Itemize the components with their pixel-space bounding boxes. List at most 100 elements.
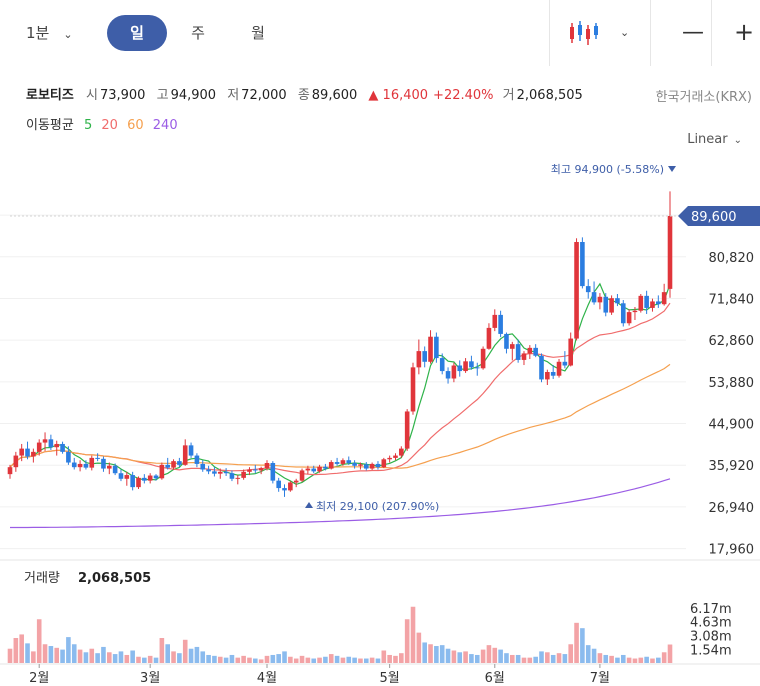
volume-bar xyxy=(112,654,118,663)
volume-bar xyxy=(25,643,30,663)
candle xyxy=(317,466,322,472)
candle xyxy=(393,455,398,458)
volume-bar xyxy=(650,658,655,663)
volume-bar xyxy=(568,644,574,663)
candle xyxy=(533,347,538,356)
volume-bar xyxy=(346,656,352,663)
interval-dropdown[interactable]: 1분 ⌄ xyxy=(26,15,96,51)
volume-bar xyxy=(206,654,211,663)
candle xyxy=(632,310,638,313)
price-tick-label: 62,860 xyxy=(709,334,755,349)
volume-bar xyxy=(60,649,65,663)
candle xyxy=(439,358,445,372)
change-percent: +22.40% xyxy=(433,88,494,103)
volume-bar xyxy=(457,652,463,663)
volume-bar xyxy=(515,654,521,663)
candle xyxy=(153,475,159,479)
candle xyxy=(545,372,550,380)
candle xyxy=(7,467,13,475)
volume-bar xyxy=(580,628,585,663)
volume-bar xyxy=(270,654,276,663)
candle xyxy=(112,465,118,474)
volume-bar xyxy=(585,645,591,663)
candle xyxy=(328,462,334,469)
candle xyxy=(650,301,655,308)
volume-bar xyxy=(177,653,182,663)
candle xyxy=(54,443,60,448)
volume-bar xyxy=(527,657,533,663)
candle xyxy=(521,353,527,360)
volume-bar xyxy=(352,657,357,663)
volume-bar xyxy=(439,645,445,663)
candle xyxy=(638,295,644,311)
candlestick-icon[interactable] xyxy=(568,17,600,49)
volume-bar xyxy=(334,655,340,663)
volume-bar xyxy=(159,638,165,663)
candle xyxy=(334,462,340,464)
candle xyxy=(147,475,153,481)
candle xyxy=(620,303,626,324)
change-value: ▲ 16,400 xyxy=(368,88,429,103)
stock-name: 로보티즈 xyxy=(26,88,74,103)
interval-label: 1분 xyxy=(26,24,50,42)
candle xyxy=(264,463,270,469)
candle xyxy=(130,475,135,488)
volume-bar xyxy=(422,642,427,663)
moving-average-legend[interactable]: 이동평균 5 20 60 240 xyxy=(26,114,183,133)
volume-bar xyxy=(182,639,188,663)
candle xyxy=(504,333,509,349)
volume-bar xyxy=(71,644,77,663)
chevron-down-icon: ⌄ xyxy=(63,28,73,41)
volume-tick-label: 6.17m xyxy=(690,602,732,617)
candle xyxy=(363,464,369,469)
candle xyxy=(83,463,89,468)
high-price-label: 최고 94,900 (-5.58%) xyxy=(551,163,664,176)
volume-bar xyxy=(136,656,141,663)
price-tick-label: 80,820 xyxy=(709,251,755,266)
candle xyxy=(293,480,299,483)
plus-icon[interactable]: + xyxy=(734,18,755,46)
moving-average-label: 이동평균 xyxy=(26,118,74,133)
high-value: 94,900 xyxy=(170,88,217,103)
candle xyxy=(223,471,229,474)
volume-bar xyxy=(463,651,468,663)
chart-type-chevron-icon[interactable]: ⌄ xyxy=(620,26,630,39)
candle xyxy=(550,372,556,376)
candle xyxy=(615,298,620,304)
volume-bar xyxy=(83,652,89,663)
candle xyxy=(644,295,649,308)
volume-bar xyxy=(340,657,346,663)
x-tick-label: 6월 xyxy=(485,671,505,686)
volume-bar xyxy=(31,651,36,663)
candle xyxy=(182,445,188,465)
volume-bar xyxy=(66,637,71,663)
low-label: 저 xyxy=(227,88,240,103)
scale-mode-dropdown[interactable]: Linear ⌄ xyxy=(687,132,742,147)
volume-bar xyxy=(445,648,451,663)
volume-bar xyxy=(609,655,614,663)
x-tick-label: 7월 xyxy=(590,671,610,686)
volume-bar xyxy=(369,657,375,663)
tab-day[interactable]: 일 xyxy=(107,15,167,51)
candle xyxy=(31,451,36,457)
volume-tick-label: 4.63m xyxy=(690,616,732,631)
volume-bar xyxy=(510,654,515,663)
volume-bar xyxy=(363,658,369,663)
tab-month[interactable]: 월 xyxy=(251,24,265,42)
candle xyxy=(562,361,568,366)
volume-bar xyxy=(323,656,328,663)
volume-bar xyxy=(229,654,235,663)
candle xyxy=(585,286,591,293)
volume-bar xyxy=(89,648,95,663)
minus-icon[interactable]: — xyxy=(682,20,704,45)
volume-bar xyxy=(142,657,147,663)
candle xyxy=(661,292,667,305)
price-tick-label: 17,960 xyxy=(709,543,755,558)
low-marker-icon xyxy=(305,502,313,508)
tab-week[interactable]: 주 xyxy=(191,24,205,42)
close-value: 89,600 xyxy=(311,88,358,103)
volume-bar xyxy=(235,657,241,663)
volume-bar xyxy=(644,656,649,663)
candle xyxy=(539,355,544,380)
